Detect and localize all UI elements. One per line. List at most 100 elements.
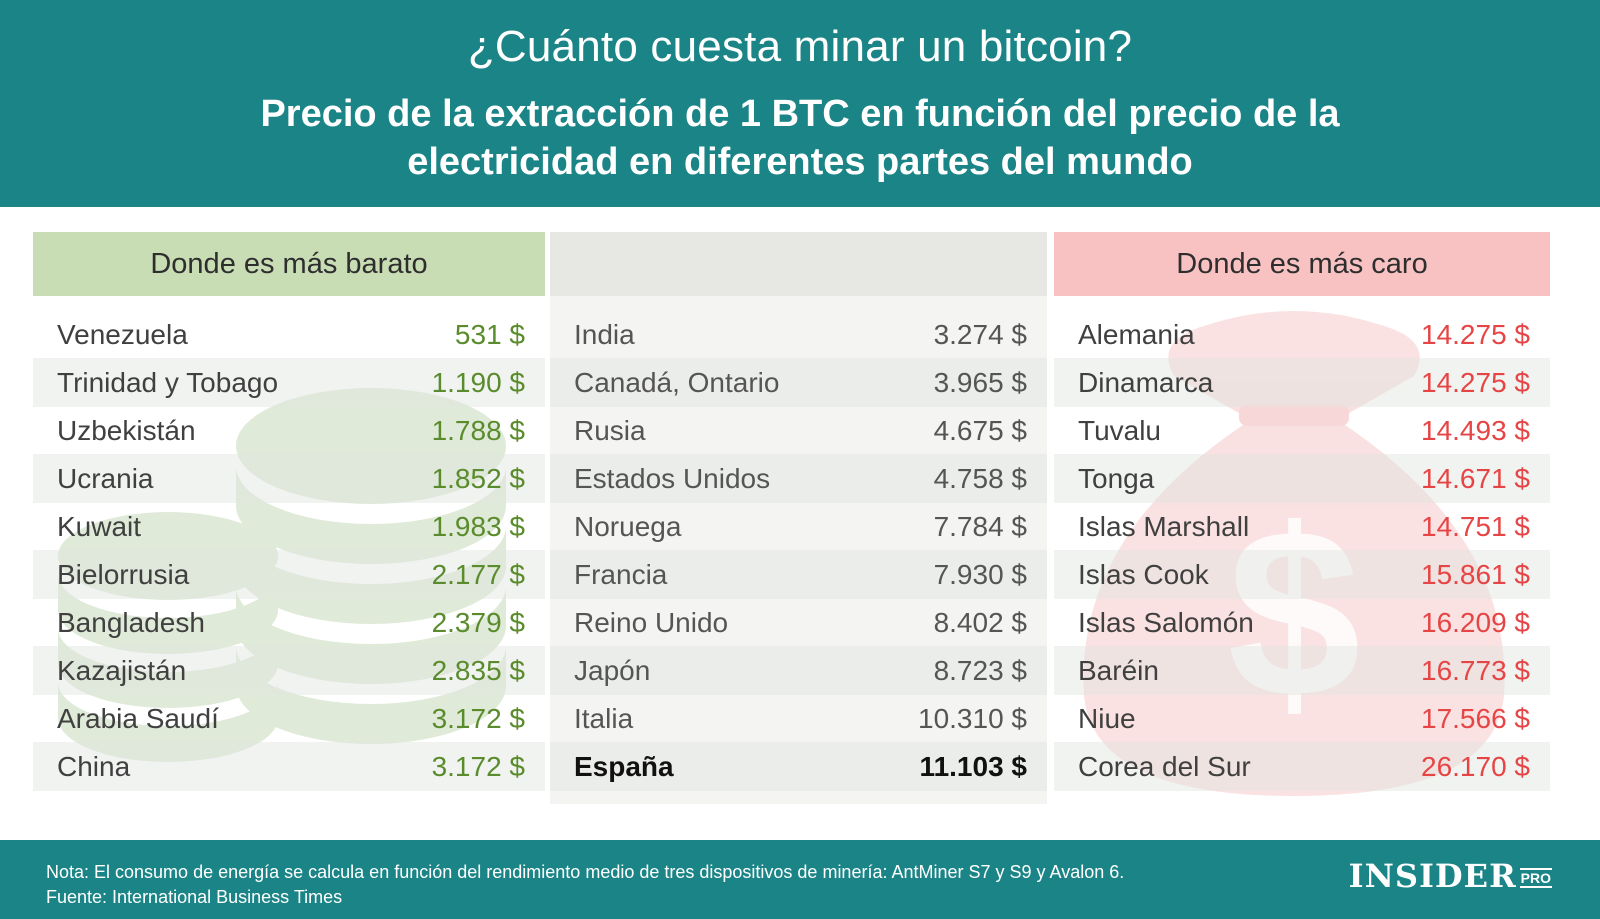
table-row: Trinidad y Tobago 1.190 $ xyxy=(33,358,545,407)
country-name: Italia xyxy=(574,702,634,734)
mining-cost-value: 1.190 $ xyxy=(431,366,525,398)
country-name: Uzbekistán xyxy=(57,414,196,446)
insider-pro-logo: INSIDER PRO xyxy=(1349,858,1552,894)
mining-cost-value: 3.965 $ xyxy=(933,366,1027,398)
mining-cost-value: 531 $ xyxy=(454,318,525,350)
table-row: Kuwait 1.983 $ xyxy=(33,502,545,551)
country-name: España xyxy=(574,750,674,782)
country-name: Bielorrusia xyxy=(57,558,190,590)
logo-pro-text: PRO xyxy=(1519,868,1552,888)
mining-cost-value: 3.274 $ xyxy=(933,318,1027,350)
footnote: Nota: El consumo de energía se calcula e… xyxy=(46,862,1125,882)
country-name: Islas Salomón xyxy=(1078,606,1254,638)
column-body-cheapest: Venezuela 531 $ Trinidad y Tobago 1.190 $ Uz… xyxy=(33,296,545,804)
country-name: Arabia Saudí xyxy=(57,702,219,734)
country-name: Rusia xyxy=(574,414,646,446)
country-name: Japón xyxy=(574,654,651,686)
column-middle: India 3.274 $ Canadá, Ontario 3.965 $ Rusia 4… xyxy=(550,232,1047,804)
mining-cost-value: 26.170 $ xyxy=(1421,750,1530,782)
mining-cost-value: 7.784 $ xyxy=(933,510,1027,542)
country-name: Islas Cook xyxy=(1078,558,1209,590)
table-row: Niue 17.566 $ xyxy=(1054,694,1550,743)
table-row: Uzbekistán 1.788 $ xyxy=(33,406,545,455)
mining-cost-value: 10.310 $ xyxy=(918,702,1027,734)
column-cheapest: Donde es más barato Venezuela 531 $ Trinid… xyxy=(33,232,545,804)
chart-title: ¿Cuánto cuesta minar un bitcoin? xyxy=(467,22,1133,71)
table-row: Rusia 4.675 $ xyxy=(550,406,1047,455)
table-row: Islas Marshall 14.751 $ xyxy=(1054,502,1550,551)
table-row: Tuvalu 14.493 $ xyxy=(1054,406,1550,455)
table-row: Bangladesh 2.379 $ xyxy=(33,598,545,647)
country-name: Estados Unidos xyxy=(574,462,771,494)
mining-cost-value: 8.723 $ xyxy=(933,654,1027,686)
source-line: Fuente: International Business Times xyxy=(46,887,343,907)
country-name: Reino Unido xyxy=(574,606,729,638)
table-row: Noruega 7.784 $ xyxy=(550,502,1047,551)
mining-cost-value: 1.983 $ xyxy=(431,510,525,542)
table-row: Tonga 14.671 $ xyxy=(1054,454,1550,503)
mining-cost-value: 14.275 $ xyxy=(1421,366,1530,398)
table-row: Francia 7.930 $ xyxy=(550,550,1047,599)
country-name: Niue xyxy=(1078,702,1136,734)
table-row: Estados Unidos 4.758 $ xyxy=(550,454,1047,503)
table-row: India 3.274 $ xyxy=(550,310,1047,359)
country-name: China xyxy=(57,750,131,782)
table-row: Kazajistán 2.835 $ xyxy=(33,646,545,695)
table-row: Bielorrusia 2.177 $ xyxy=(33,550,545,599)
country-name: Kuwait xyxy=(57,510,142,542)
mining-cost-value: 2.177 $ xyxy=(431,558,525,590)
mining-cost-value: 8.402 $ xyxy=(933,606,1027,638)
column-body-most-expensive: $ Alemania 14.275 $ Dinamarca 14.275 $ Tuval… xyxy=(1054,296,1550,804)
mining-cost-value: 14.671 $ xyxy=(1421,462,1530,494)
mining-cost-value: 7.930 $ xyxy=(933,558,1027,590)
coin-stack-icon xyxy=(58,388,506,762)
logo-text: INSIDER xyxy=(1348,857,1517,895)
mining-cost-value: 15.861 $ xyxy=(1421,558,1530,590)
country-name: Kazajistán xyxy=(57,654,187,686)
column-most-expensive: Donde es más caro $ Alemania 14.275 $ Dina… xyxy=(1054,232,1550,804)
column-body-middle: India 3.274 $ Canadá, Ontario 3.965 $ Rusia 4… xyxy=(550,296,1047,804)
country-name: Baréin xyxy=(1078,654,1159,686)
table-row: Baréin 16.773 $ xyxy=(1054,646,1550,695)
table-row: Islas Cook 15.861 $ xyxy=(1054,550,1550,599)
mining-cost-value: 16.773 $ xyxy=(1421,654,1530,686)
mining-cost-value: 16.209 $ xyxy=(1421,606,1530,638)
table-row: Corea del Sur 26.170 $ xyxy=(1054,742,1550,791)
mining-cost-value: 1.852 $ xyxy=(431,462,525,494)
country-name: Ucrania xyxy=(57,462,154,494)
table-row: Canadá, Ontario 3.965 $ xyxy=(550,358,1047,407)
mining-cost-value: 2.835 $ xyxy=(431,654,525,686)
country-name: Canadá, Ontario xyxy=(574,366,780,398)
chart-subtitle: Precio de la extracción de 1 BTC en func… xyxy=(260,93,1340,183)
mining-cost-value: 2.379 $ xyxy=(431,606,525,638)
country-name: Tonga xyxy=(1078,462,1155,494)
table-row: Islas Salomón 16.209 $ xyxy=(1054,598,1550,647)
mining-cost-value: 3.172 $ xyxy=(431,702,525,734)
column-heading-middle xyxy=(550,232,1047,296)
mining-cost-value: 4.758 $ xyxy=(933,462,1027,494)
mining-cost-value: 14.275 $ xyxy=(1421,318,1530,350)
country-name: Francia xyxy=(574,558,668,590)
country-name: Islas Marshall xyxy=(1078,510,1250,542)
table-row: España 11.103 $ xyxy=(550,742,1047,791)
country-name: Bangladesh xyxy=(57,606,205,638)
country-name: Corea del Sur xyxy=(1078,750,1251,782)
table-row: Arabia Saudí 3.172 $ xyxy=(33,694,545,743)
header-banner: ¿Cuánto cuesta minar un bitcoin? Precio … xyxy=(0,0,1600,207)
country-name: Tuvalu xyxy=(1078,414,1162,446)
country-name: Venezuela xyxy=(57,318,188,350)
mining-cost-value: 1.788 $ xyxy=(431,414,525,446)
column-heading-cheapest: Donde es más barato xyxy=(33,232,545,296)
table-row: Venezuela 531 $ xyxy=(33,310,545,359)
column-heading-most-expensive: Donde es más caro xyxy=(1054,232,1550,296)
table-row: Japón 8.723 $ xyxy=(550,646,1047,695)
country-name: Dinamarca xyxy=(1078,366,1214,398)
country-name: Trinidad y Tobago xyxy=(57,366,279,398)
mining-cost-value: 11.103 $ xyxy=(919,750,1027,782)
table-row: Dinamarca 14.275 $ xyxy=(1054,358,1550,407)
footer-bar: Nota: El consumo de energía se calcula e… xyxy=(0,840,1600,919)
country-name: Alemania xyxy=(1078,318,1195,350)
table-row: Ucrania 1.852 $ xyxy=(33,454,545,503)
mining-cost-value: 3.172 $ xyxy=(431,750,525,782)
table-row: Italia 10.310 $ xyxy=(550,694,1047,743)
